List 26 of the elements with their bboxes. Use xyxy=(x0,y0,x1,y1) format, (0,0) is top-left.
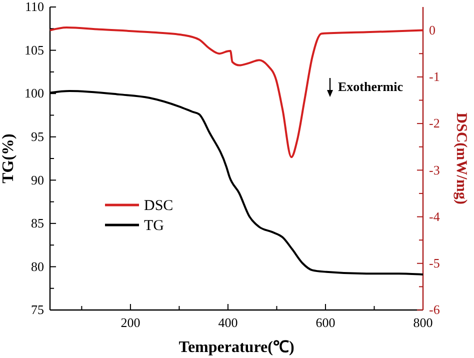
y2-tick-label: -6 xyxy=(429,302,440,318)
legend-label: DSC xyxy=(144,198,174,214)
y2-tick-label: -1 xyxy=(429,69,440,84)
y-tick-label: 75 xyxy=(31,302,44,318)
y2-tick-label: 0 xyxy=(429,22,436,38)
y-tick-label: 90 xyxy=(31,172,44,188)
y-tick-label: 95 xyxy=(31,129,44,144)
y2-tick-label: -3 xyxy=(429,162,440,178)
y2-tick-label: -5 xyxy=(429,256,440,271)
y-tick-label: 85 xyxy=(31,216,44,231)
x-axis-title: Temperature(℃) xyxy=(178,339,294,356)
y2-tick-label: -4 xyxy=(429,208,440,224)
annotation: Exothermic xyxy=(338,79,404,94)
x-tick-label: 600 xyxy=(316,315,336,330)
x-tick-label: 800 xyxy=(413,315,433,330)
x-tick-label: 400 xyxy=(218,315,238,330)
y2-axis-title: DSC(mW/mg) xyxy=(453,112,469,204)
y-tick-label: 80 xyxy=(31,258,44,274)
y-tick-label: 100 xyxy=(24,86,44,101)
y-tick-label: 110 xyxy=(24,0,44,14)
line-series xyxy=(49,26,424,158)
y-tick-label: 105 xyxy=(24,42,44,58)
y-axis-title: TG(%) xyxy=(0,134,17,184)
y2-tick-label: -2 xyxy=(429,116,440,131)
legend-label: TG xyxy=(144,218,164,234)
x-tick-label: 200 xyxy=(120,315,140,330)
